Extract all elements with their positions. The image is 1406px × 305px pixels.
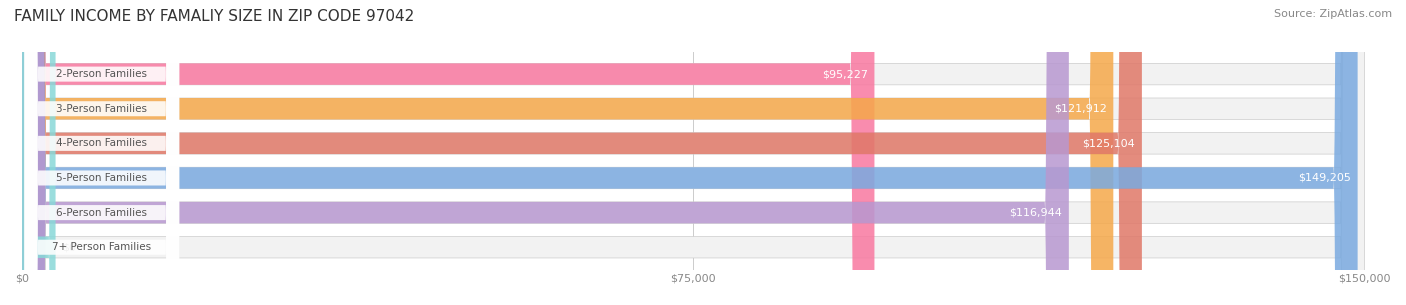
Text: $121,912: $121,912: [1053, 104, 1107, 114]
FancyBboxPatch shape: [22, 0, 1365, 305]
FancyBboxPatch shape: [25, 0, 179, 305]
Text: 2-Person Families: 2-Person Families: [56, 69, 148, 79]
Text: $116,944: $116,944: [1010, 208, 1062, 217]
Text: Source: ZipAtlas.com: Source: ZipAtlas.com: [1274, 9, 1392, 19]
Text: 4-Person Families: 4-Person Families: [56, 138, 148, 148]
FancyBboxPatch shape: [22, 0, 1365, 305]
FancyBboxPatch shape: [22, 0, 1069, 305]
FancyBboxPatch shape: [22, 0, 875, 305]
Text: 5-Person Families: 5-Person Families: [56, 173, 148, 183]
Text: $149,205: $149,205: [1298, 173, 1351, 183]
FancyBboxPatch shape: [22, 0, 1114, 305]
Text: 7+ Person Families: 7+ Person Families: [52, 242, 152, 252]
Text: 3-Person Families: 3-Person Families: [56, 104, 148, 114]
FancyBboxPatch shape: [22, 0, 1365, 305]
Text: FAMILY INCOME BY FAMALIY SIZE IN ZIP CODE 97042: FAMILY INCOME BY FAMALIY SIZE IN ZIP COD…: [14, 9, 415, 24]
Text: $125,104: $125,104: [1083, 138, 1135, 148]
Text: 6-Person Families: 6-Person Families: [56, 208, 148, 217]
FancyBboxPatch shape: [25, 0, 179, 305]
Text: $95,227: $95,227: [821, 69, 868, 79]
FancyBboxPatch shape: [22, 0, 56, 305]
FancyBboxPatch shape: [22, 0, 1142, 305]
FancyBboxPatch shape: [25, 0, 179, 305]
FancyBboxPatch shape: [22, 0, 1365, 305]
FancyBboxPatch shape: [22, 0, 1365, 305]
Text: $0: $0: [62, 242, 76, 252]
FancyBboxPatch shape: [25, 0, 179, 305]
FancyBboxPatch shape: [22, 0, 1365, 305]
FancyBboxPatch shape: [25, 0, 179, 305]
FancyBboxPatch shape: [22, 0, 1358, 305]
FancyBboxPatch shape: [25, 0, 179, 305]
